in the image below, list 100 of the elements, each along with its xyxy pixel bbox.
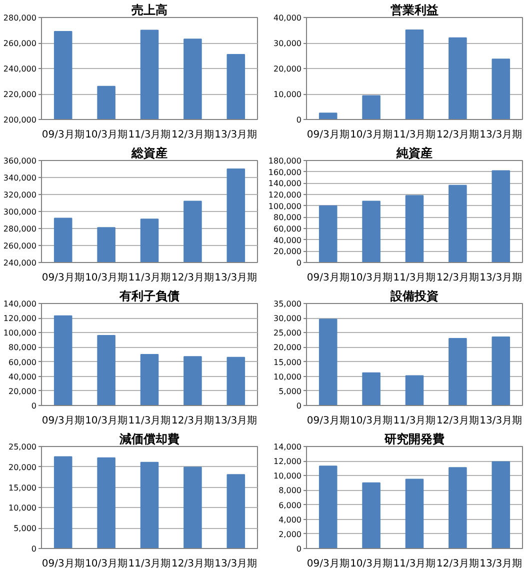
y-tick-label: 14,000 <box>274 442 302 452</box>
y-tick-label: 40,000 <box>274 236 302 245</box>
y-tick-label: 10,000 <box>274 372 302 382</box>
chart-title: 有利子負債 <box>118 289 180 303</box>
y-tick-label: 25,000 <box>274 328 302 338</box>
y-tick-label: 100,000 <box>268 202 302 211</box>
y-tick-label: 60,000 <box>274 224 302 234</box>
chart-title: 純資産 <box>396 146 432 160</box>
x-tick-label: 10/3月期 <box>85 272 128 284</box>
y-tick-label: 80,000 <box>8 343 37 352</box>
x-tick-label: 11/3月期 <box>393 414 436 426</box>
y-tick-label: 100,000 <box>3 328 37 338</box>
x-tick-label: 10/3月期 <box>350 558 393 570</box>
x-tick-label: 09/3月期 <box>42 128 84 140</box>
y-tick-label: 4,000 <box>278 515 302 524</box>
y-tick-label: 12,000 <box>274 457 302 466</box>
x-tick-label: 11/3月期 <box>128 414 171 426</box>
y-tick-label: 2,000 <box>278 530 302 539</box>
y-tick-label: 25,000 <box>8 442 37 452</box>
y-tick-label: 40,000 <box>274 14 302 22</box>
y-tick-label: 30,000 <box>274 39 302 48</box>
y-tick-label: 80,000 <box>274 213 302 222</box>
y-tick-label: 15,000 <box>274 358 302 367</box>
x-tick-label: 10/3月期 <box>350 272 393 284</box>
x-tick-label: 10/3月期 <box>85 558 128 570</box>
y-tick-label: 180,000 <box>268 156 302 166</box>
x-tick-label: 09/3月期 <box>42 558 84 570</box>
x-tick-label: 11/3月期 <box>128 128 171 140</box>
y-tick-label: 360,000 <box>3 156 37 166</box>
y-tick-label: 40,000 <box>8 372 37 382</box>
x-tick-label: 11/3月期 <box>393 128 436 140</box>
x-tick-label: 12/3月期 <box>171 558 214 570</box>
y-tick-label: 200,000 <box>3 116 37 124</box>
y-tick-label: 30,000 <box>274 314 302 324</box>
chart-title: 研究開発費 <box>384 432 444 446</box>
y-tick-label: 320,000 <box>3 190 37 200</box>
y-tick-label: 120,000 <box>268 190 302 200</box>
chart-title: 売上高 <box>132 3 168 17</box>
x-tick-label: 13/3月期 <box>480 128 522 140</box>
x-tick-label: 12/3月期 <box>436 128 479 140</box>
x-tick-label: 12/3月期 <box>436 558 479 570</box>
y-tick-label: 220,000 <box>3 90 37 99</box>
x-tick-label: 09/3月期 <box>42 272 84 284</box>
y-tick-label: 260,000 <box>3 39 37 48</box>
y-tick-label: 20,000 <box>274 247 302 256</box>
x-tick-label: 13/3月期 <box>480 272 522 284</box>
y-tick-label: 20,000 <box>274 343 302 352</box>
x-tick-label: 11/3月期 <box>128 558 171 570</box>
x-tick-label: 09/3月期 <box>306 128 350 140</box>
y-tick-label: 10,000 <box>274 90 302 99</box>
y-tick-label: 0 <box>296 402 302 410</box>
y-tick-label: 10,000 <box>8 504 37 513</box>
y-tick-label: 120,000 <box>3 314 37 324</box>
y-tick-label: 140,000 <box>268 179 302 188</box>
y-tick-label: 0 <box>31 402 37 410</box>
x-tick-label: 13/3月期 <box>214 272 258 284</box>
x-tick-label: 09/3月期 <box>306 272 350 284</box>
y-tick-label: 0 <box>296 544 302 554</box>
y-tick-label: 0 <box>296 116 302 124</box>
x-tick-label: 10/3月期 <box>350 128 393 140</box>
x-tick-label: 09/3月期 <box>42 414 84 426</box>
y-tick-label: 300,000 <box>3 208 37 216</box>
x-tick-label: 13/3月期 <box>480 414 522 426</box>
y-tick-label: 240,000 <box>3 258 37 268</box>
y-tick-label: 10,000 <box>274 472 302 481</box>
chart-title: 営業利益 <box>390 3 438 17</box>
y-tick-label: 20,000 <box>274 64 302 74</box>
chart-title: 減価償却費 <box>118 432 180 446</box>
y-tick-label: 240,000 <box>3 64 37 74</box>
x-tick-label: 11/3月期 <box>393 558 436 570</box>
y-tick-label: 340,000 <box>3 174 37 182</box>
y-tick-label: 140,000 <box>3 300 37 308</box>
x-tick-label: 09/3月期 <box>306 558 350 570</box>
y-tick-label: 60,000 <box>8 358 37 367</box>
x-tick-label: 12/3月期 <box>171 414 214 426</box>
y-tick-label: 20,000 <box>8 386 37 396</box>
y-tick-label: 0 <box>296 258 302 268</box>
x-tick-label: 10/3月期 <box>350 414 393 426</box>
x-tick-label: 10/3月期 <box>85 414 128 426</box>
x-tick-label: 11/3月期 <box>128 272 171 284</box>
x-tick-label: 12/3月期 <box>436 414 479 426</box>
y-tick-label: 5,000 <box>14 524 37 534</box>
y-tick-label: 15,000 <box>8 483 37 492</box>
y-tick-label: 5,000 <box>278 386 302 396</box>
y-tick-label: 20,000 <box>8 462 37 472</box>
x-tick-label: 13/3月期 <box>214 128 258 140</box>
chart-title: 設備投資 <box>390 289 438 303</box>
x-tick-label: 09/3月期 <box>306 414 350 426</box>
y-tick-label: 35,000 <box>274 300 302 308</box>
y-tick-label: 0 <box>31 544 37 554</box>
x-tick-label: 12/3月期 <box>171 128 214 140</box>
y-tick-label: 8,000 <box>278 486 302 496</box>
y-tick-label: 280,000 <box>3 14 37 22</box>
x-tick-label: 13/3月期 <box>214 558 258 570</box>
x-tick-label: 13/3月期 <box>214 414 258 426</box>
x-tick-label: 13/3月期 <box>480 558 522 570</box>
y-tick-label: 260,000 <box>3 242 37 250</box>
x-tick-label: 12/3月期 <box>171 272 214 284</box>
x-tick-label: 11/3月期 <box>393 272 436 284</box>
y-tick-label: 280,000 <box>3 224 37 234</box>
